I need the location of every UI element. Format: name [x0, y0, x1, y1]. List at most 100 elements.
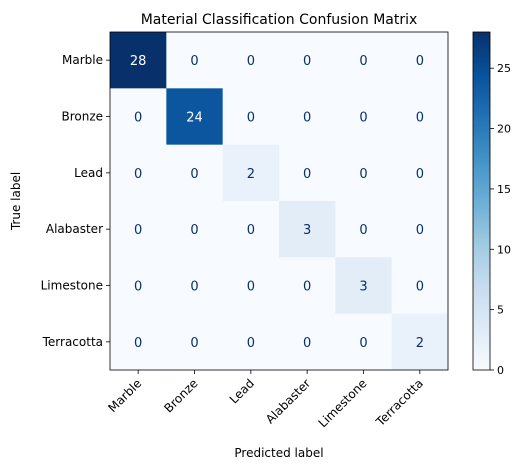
- y-tick-label: Marble: [62, 53, 103, 67]
- cell-value: 0: [303, 54, 311, 69]
- cell-value: 24: [186, 111, 203, 126]
- matrix-cell: [110, 201, 167, 258]
- matrix-cell: [222, 144, 280, 202]
- cell-value: 0: [247, 336, 255, 351]
- matrix-cell: [279, 88, 336, 146]
- colorbar-tick-label: 20: [497, 123, 511, 136]
- matrix-cell: [335, 144, 393, 202]
- matrix-cell: [391, 313, 449, 371]
- y-tick-label: Limestone: [41, 279, 103, 293]
- cell-value: 0: [190, 167, 198, 182]
- colorbar-tick-label: 10: [497, 243, 511, 256]
- cell-value: 0: [134, 167, 142, 182]
- cell-value: 28: [130, 54, 147, 69]
- cell-value: 2: [247, 167, 255, 182]
- y-tick-label: Alabaster: [46, 222, 103, 236]
- y-tick-label: Lead: [74, 166, 103, 180]
- cell-value: 0: [416, 111, 424, 126]
- matrix-cell: [110, 88, 167, 146]
- matrix-cell: [279, 32, 336, 89]
- x-axis-ticks: Marble Bronze Lead Alabaster Limestone Terrac…: [105, 370, 426, 430]
- matrix-cell: [391, 32, 449, 89]
- cell-value: 0: [359, 167, 367, 182]
- cell-value: 0: [247, 223, 255, 238]
- matrix-cell: [391, 257, 449, 315]
- cell-value: 0: [190, 223, 198, 238]
- cell-value: 0: [247, 54, 255, 69]
- cell-value: 0: [190, 54, 198, 69]
- cell-value: 0: [134, 223, 142, 238]
- matrix-cell: [279, 201, 336, 258]
- matrix-cell: [335, 88, 393, 146]
- matrix-cell: [391, 88, 449, 146]
- colorbar-tick-label: 25: [497, 62, 511, 75]
- chart-title: Material Classification Confusion Matrix: [141, 12, 418, 28]
- matrix-cell: [391, 144, 449, 202]
- cell-value: 0: [416, 167, 424, 182]
- colorbar: [472, 31, 491, 371]
- matrix-cell: [166, 32, 224, 89]
- cell-value: 0: [359, 111, 367, 126]
- matrix-cell: [335, 201, 393, 258]
- cell-value: 0: [134, 336, 142, 351]
- x-tick-label: Terracotta: [373, 376, 426, 429]
- colorbar-tick-label: 15: [497, 183, 511, 196]
- cell-value: 0: [247, 280, 255, 295]
- matrix-cell: [279, 144, 336, 202]
- cell-value: 0: [416, 54, 424, 69]
- y-axis-ticks: Marble Bronze Lead Alabaster Limestone Terrac…: [41, 53, 110, 349]
- y-axis-label: True label: [9, 172, 23, 231]
- colorbar-tick-label: 0: [497, 364, 504, 377]
- matrix-cell: [222, 257, 280, 315]
- cell-value: 3: [359, 280, 367, 295]
- cell-value: 0: [134, 111, 142, 126]
- matrix-cell: [166, 313, 224, 371]
- matrix-frame: [109, 31, 449, 371]
- x-tick-label: Bronze: [161, 376, 200, 415]
- matrix-cell-labels: 28 0 0 0 0 0 0 24 0 0 0 0 0 0 2 0 0 0 0 0 0 3 0 0 0 0 0 0 3 0 0 0 0 0 0 2: [130, 54, 424, 351]
- colorbar-tick-label: 5: [497, 304, 504, 317]
- matrix-cell: [110, 144, 167, 202]
- x-tick-label: Lead: [227, 376, 257, 406]
- matrix-cell: [222, 313, 280, 371]
- matrix-cells: [110, 32, 449, 371]
- cell-value: 0: [190, 336, 198, 351]
- cell-value: 0: [247, 111, 255, 126]
- cell-value: 0: [416, 280, 424, 295]
- cell-value: 0: [134, 280, 142, 295]
- matrix-cell: [279, 313, 336, 371]
- y-tick-label: Bronze: [61, 110, 103, 124]
- matrix-cell: [166, 257, 224, 315]
- cell-value: 0: [303, 167, 311, 182]
- cell-value: 3: [303, 223, 311, 238]
- x-axis-label: Predicted label: [234, 446, 323, 460]
- matrix-cell: [222, 88, 280, 146]
- x-tick-label: Marble: [105, 376, 144, 415]
- cell-value: 0: [303, 111, 311, 126]
- matrix-cell: [110, 257, 167, 315]
- matrix-cell: [335, 32, 393, 89]
- matrix-cell: [110, 313, 167, 371]
- matrix-cell: [110, 32, 167, 89]
- matrix-cell: [222, 32, 280, 89]
- matrix-cell: [335, 313, 393, 371]
- x-tick-label: Limestone: [316, 376, 370, 430]
- matrix-cell: [166, 201, 224, 258]
- x-tick-label: Alabaster: [263, 376, 313, 426]
- matrix-cell: [166, 144, 224, 202]
- cell-value: 2: [416, 336, 424, 351]
- matrix-cell: [166, 88, 224, 146]
- y-tick-label: Terracotta: [42, 335, 103, 349]
- cell-value: 0: [359, 54, 367, 69]
- matrix-cell: [335, 257, 393, 315]
- cell-value: 0: [359, 223, 367, 238]
- matrix-cell: [279, 257, 336, 315]
- matrix-cell: [222, 201, 280, 258]
- cell-value: 0: [359, 336, 367, 351]
- cell-value: 0: [303, 336, 311, 351]
- cell-value: 0: [190, 280, 198, 295]
- colorbar-ticks: 0 5 10 15 20 25: [490, 62, 511, 377]
- cell-value: 0: [416, 223, 424, 238]
- cell-value: 0: [303, 280, 311, 295]
